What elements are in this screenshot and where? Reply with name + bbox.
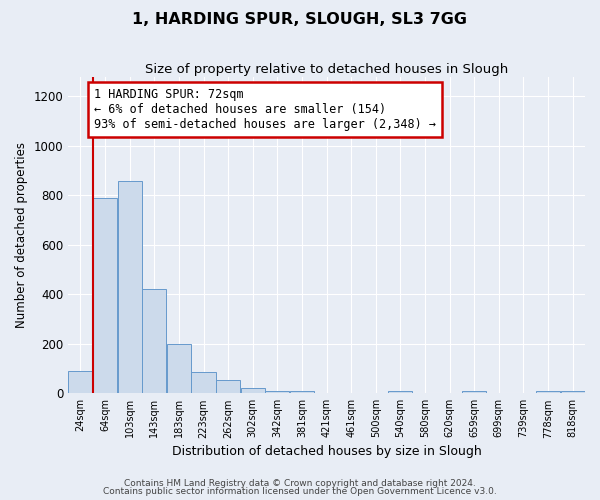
Text: Contains HM Land Registry data © Crown copyright and database right 2024.: Contains HM Land Registry data © Crown c… [124, 479, 476, 488]
X-axis label: Distribution of detached houses by size in Slough: Distribution of detached houses by size … [172, 444, 481, 458]
Bar [191, 372, 215, 394]
Bar [265, 392, 289, 394]
Bar [241, 388, 265, 394]
Bar [536, 392, 560, 394]
Text: 1 HARDING SPUR: 72sqm
← 6% of detached houses are smaller (154)
93% of semi-deta: 1 HARDING SPUR: 72sqm ← 6% of detached h… [94, 88, 436, 131]
Text: Contains public sector information licensed under the Open Government Licence v3: Contains public sector information licen… [103, 487, 497, 496]
Bar [167, 344, 191, 394]
Bar [68, 371, 92, 394]
Bar [118, 180, 142, 394]
Bar [290, 392, 314, 394]
Bar [462, 392, 487, 394]
Y-axis label: Number of detached properties: Number of detached properties [15, 142, 28, 328]
Bar [388, 392, 412, 394]
Bar [216, 380, 240, 394]
Bar [560, 392, 585, 394]
Bar [142, 290, 166, 394]
Title: Size of property relative to detached houses in Slough: Size of property relative to detached ho… [145, 62, 508, 76]
Text: 1, HARDING SPUR, SLOUGH, SL3 7GG: 1, HARDING SPUR, SLOUGH, SL3 7GG [133, 12, 467, 28]
Bar [93, 198, 117, 394]
